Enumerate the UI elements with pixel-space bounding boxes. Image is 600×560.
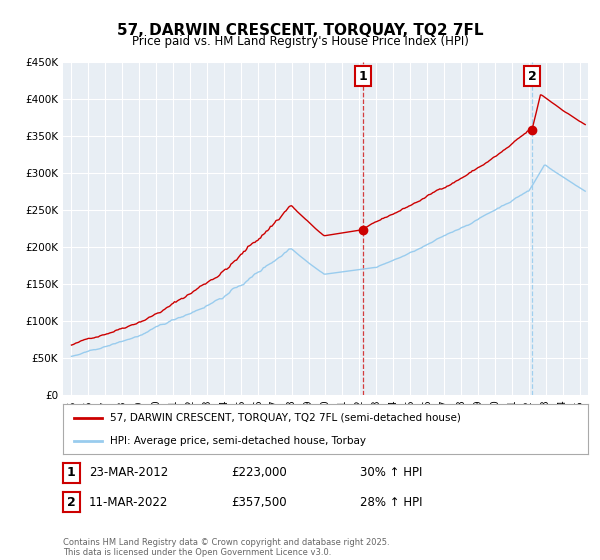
Text: 2: 2 (527, 70, 536, 83)
Text: 1: 1 (67, 466, 76, 479)
Text: 2: 2 (67, 496, 76, 509)
Text: 57, DARWIN CRESCENT, TORQUAY, TQ2 7FL (semi-detached house): 57, DARWIN CRESCENT, TORQUAY, TQ2 7FL (s… (110, 413, 461, 423)
Text: HPI: Average price, semi-detached house, Torbay: HPI: Average price, semi-detached house,… (110, 436, 366, 446)
Text: 11-MAR-2022: 11-MAR-2022 (89, 496, 168, 509)
Text: £223,000: £223,000 (231, 466, 287, 479)
Text: £357,500: £357,500 (231, 496, 287, 509)
Text: 23-MAR-2012: 23-MAR-2012 (89, 466, 168, 479)
Text: 57, DARWIN CRESCENT, TORQUAY, TQ2 7FL: 57, DARWIN CRESCENT, TORQUAY, TQ2 7FL (117, 24, 483, 38)
Text: Price paid vs. HM Land Registry's House Price Index (HPI): Price paid vs. HM Land Registry's House … (131, 35, 469, 49)
Text: 28% ↑ HPI: 28% ↑ HPI (360, 496, 422, 509)
Text: 1: 1 (359, 70, 367, 83)
Text: Contains HM Land Registry data © Crown copyright and database right 2025.
This d: Contains HM Land Registry data © Crown c… (63, 538, 389, 557)
Text: 30% ↑ HPI: 30% ↑ HPI (360, 466, 422, 479)
